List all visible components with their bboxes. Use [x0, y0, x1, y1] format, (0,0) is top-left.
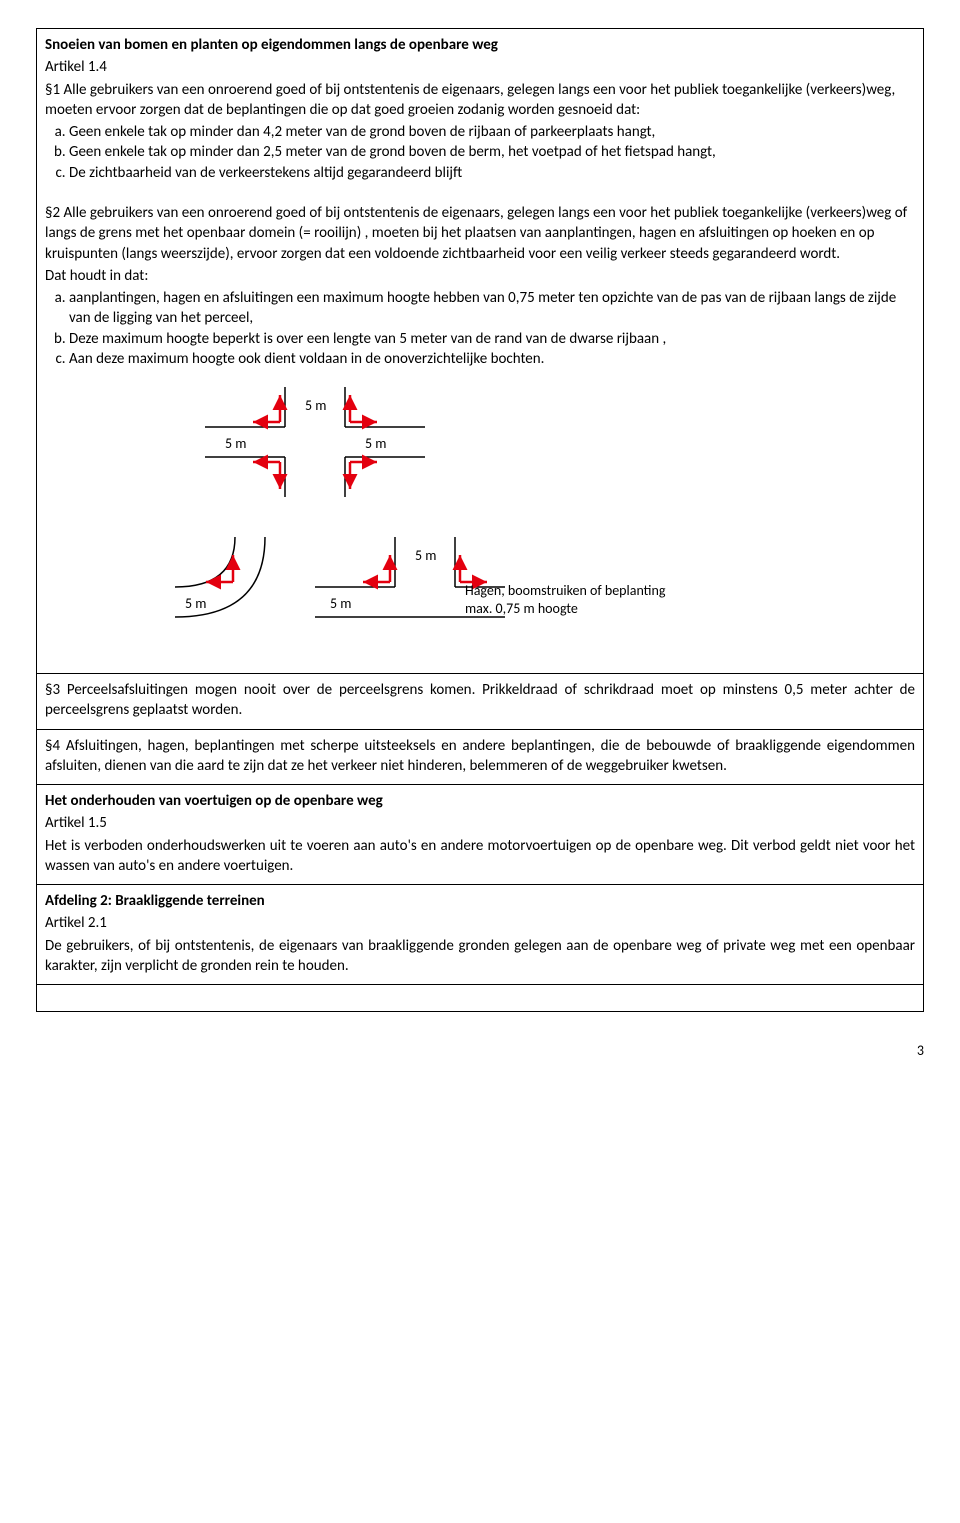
diagram-label-5m-1: 5 m: [225, 435, 246, 454]
section4-body: De gebruikers, of bij ontstentenis, de e…: [45, 936, 915, 977]
list2-item-b: Deze maximum hoogte beperkt is over een …: [69, 329, 915, 349]
cell-empty: [37, 985, 923, 1012]
cell-p3: §3 Perceelsafsluitingen mogen nooit over…: [37, 674, 923, 730]
cell-article-1-5: Het onderhouden van voertuigen op de ope…: [37, 785, 923, 885]
diagram-label-5m-3: 5 m: [365, 435, 386, 454]
section3-article-line: Artikel 1.5: [45, 813, 915, 833]
section1-p1: §1 Alle gebruikers van een onroerend goe…: [45, 80, 915, 121]
section4-article-line: Artikel 2.1: [45, 913, 915, 933]
cell-afdeling-2: Afdeling 2: Braakliggende terreinen Arti…: [37, 885, 923, 985]
list1-item-c: De zichtbaarheid van de verkeerstekens a…: [69, 163, 915, 183]
section2-p3: §3 Perceelsafsluitingen mogen nooit over…: [45, 680, 915, 721]
section1-p3: Dat houdt in dat:: [45, 266, 915, 286]
list1-item-a: Geen enkele tak op minder dan 4,2 meter …: [69, 122, 915, 142]
cell-article-1-4: Snoeien van bomen en planten op eigendom…: [37, 29, 923, 674]
diagram-label-5m-5: 5 m: [330, 595, 351, 614]
document-table: Snoeien van bomen en planten op eigendom…: [36, 28, 924, 1012]
page-number: 3: [36, 1012, 924, 1061]
section3-title: Het onderhouden van voertuigen op de ope…: [45, 791, 915, 811]
diagram-label-5m-2: 5 m: [305, 397, 326, 416]
diagram-label-5m-6: 5 m: [415, 547, 436, 566]
list1-item-b: Geen enkele tak op minder dan 2,5 meter …: [69, 142, 915, 162]
section4-title: Afdeling 2: Braakliggende terreinen: [45, 891, 915, 911]
list2-item-c: Aan deze maximum hoogte ook dient voldaa…: [69, 349, 915, 369]
section1-article-line: Artikel 1.4: [45, 57, 915, 77]
section1-p2: §2 Alle gebruikers van een onroerend goe…: [45, 203, 915, 264]
list2-item-a: aanplantingen, hagen en afsluitingen een…: [69, 288, 915, 329]
cell-p4: §4 Afsluitingen, hagen, beplantingen met…: [37, 730, 923, 786]
diagram-container: 5 m 5 m 5 m 5 m 5 m 5 m Hagen, boomstrui…: [45, 369, 915, 667]
intersection-diagram: 5 m 5 m 5 m 5 m 5 m 5 m Hagen, boomstrui…: [165, 387, 685, 647]
section3-body: Het is verboden onderhoudswerken uit te …: [45, 836, 915, 877]
section2-p4: §4 Afsluitingen, hagen, beplantingen met…: [45, 736, 915, 777]
section1-list2: aanplantingen, hagen en afsluitingen een…: [45, 288, 915, 369]
diagram-caption: Hagen, boomstruiken of beplanting max. 0…: [465, 582, 665, 617]
section1-list1: Geen enkele tak op minder dan 4,2 meter …: [45, 122, 915, 183]
section1-title: Snoeien van bomen en planten op eigendom…: [45, 35, 915, 55]
diagram-label-5m-4: 5 m: [185, 595, 206, 614]
